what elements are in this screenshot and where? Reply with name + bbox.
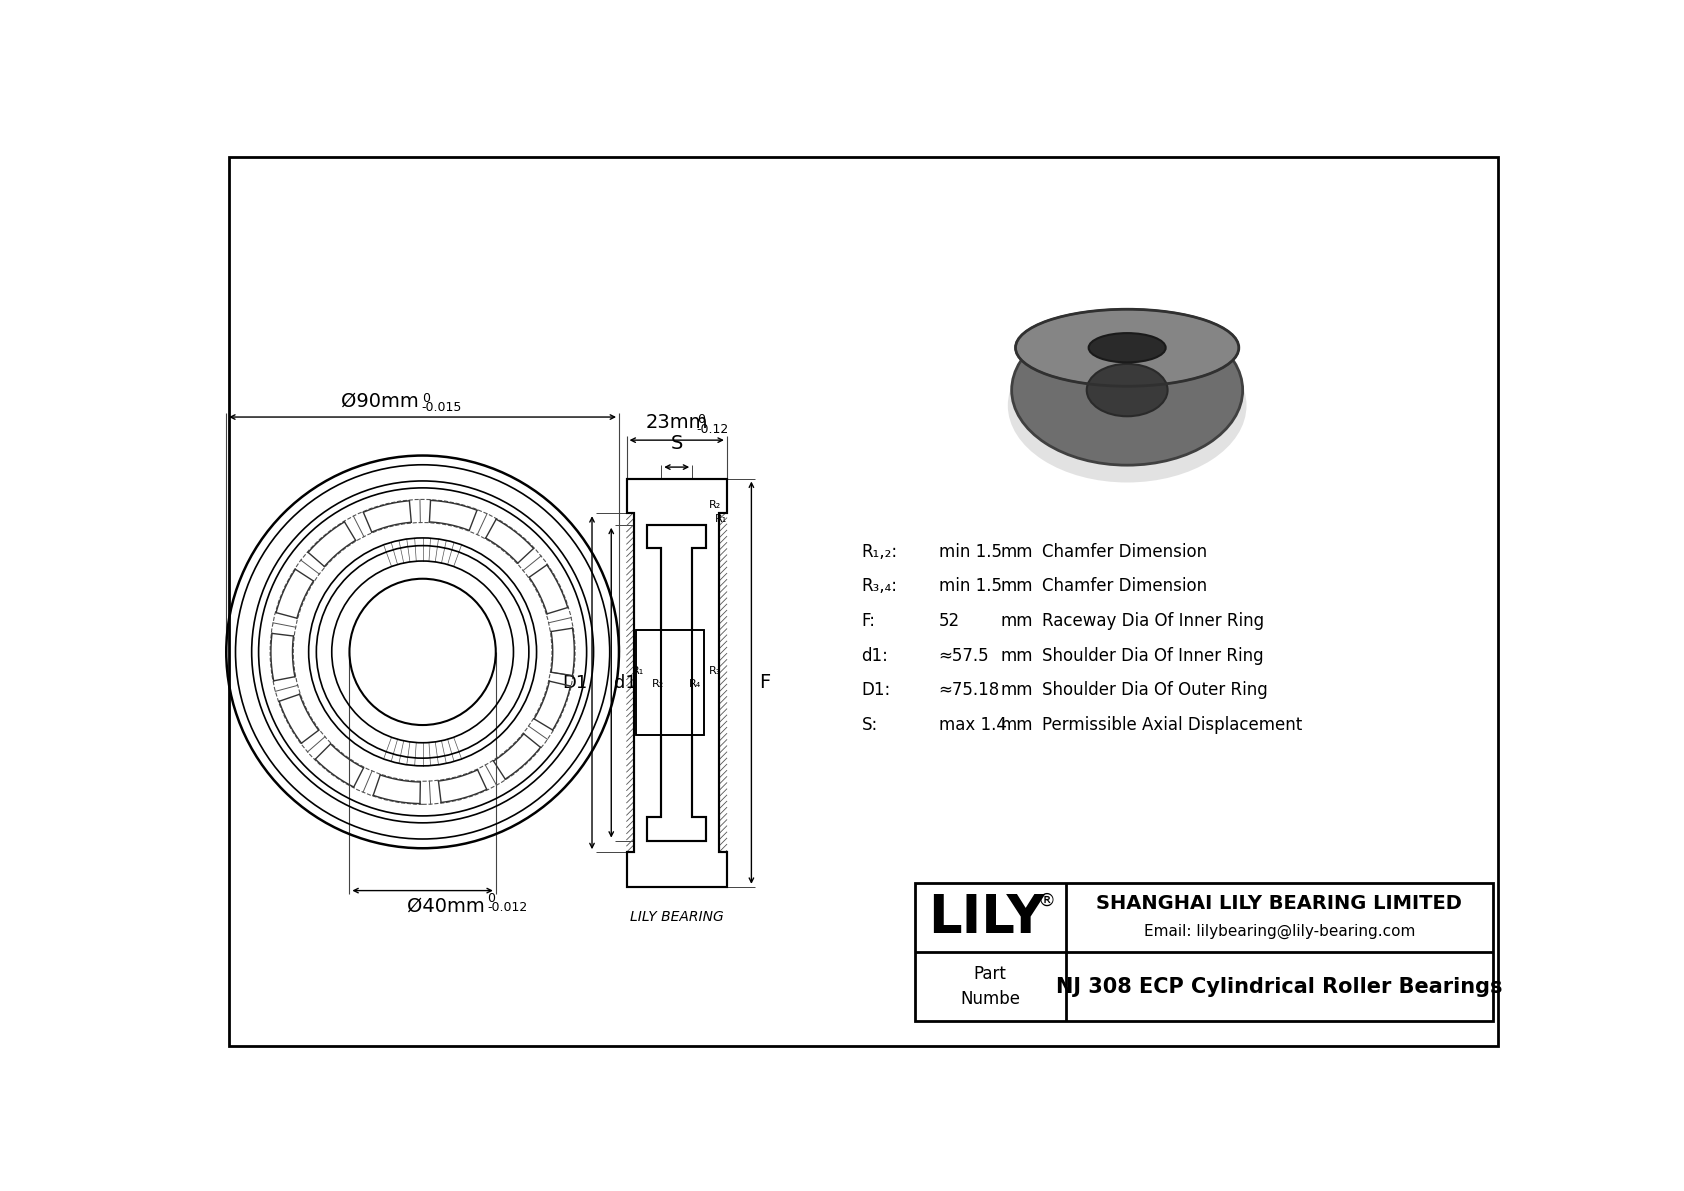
Text: -0.12: -0.12 [697, 423, 729, 436]
Text: SHANGHAI LILY BEARING LIMITED: SHANGHAI LILY BEARING LIMITED [1096, 894, 1462, 913]
Text: d1:: d1: [862, 647, 889, 665]
Bar [637, 630, 704, 735]
Text: R₁: R₁ [632, 666, 645, 676]
Text: R₁: R₁ [716, 515, 727, 524]
Text: -0.012: -0.012 [487, 902, 527, 915]
Text: LILY BEARING: LILY BEARING [630, 910, 724, 924]
Ellipse shape [1086, 364, 1167, 417]
Text: 23mm: 23mm [645, 413, 707, 432]
Text: 0: 0 [421, 392, 429, 405]
Ellipse shape [1012, 314, 1243, 466]
Text: LILY: LILY [928, 892, 1044, 943]
Text: Email: lilybearing@lily-bearing.com: Email: lilybearing@lily-bearing.com [1143, 924, 1415, 939]
Text: mm: mm [1000, 716, 1032, 734]
Text: ®: ® [1037, 892, 1056, 910]
Text: Raceway Dia Of Inner Ring: Raceway Dia Of Inner Ring [1042, 612, 1265, 630]
Text: mm: mm [1000, 543, 1032, 561]
Ellipse shape [1015, 310, 1239, 386]
Text: Chamfer Dimension: Chamfer Dimension [1042, 543, 1207, 561]
Text: Part
Numbe: Part Numbe [960, 966, 1021, 1009]
Text: F:: F: [862, 612, 876, 630]
Polygon shape [626, 479, 727, 887]
Text: Ø90mm: Ø90mm [342, 392, 419, 411]
Bar [916, 883, 1494, 1022]
Text: D1: D1 [562, 674, 588, 692]
Text: Ø40mm: Ø40mm [408, 897, 485, 916]
Text: R₄: R₄ [689, 679, 701, 690]
Text: R₂: R₂ [709, 500, 721, 510]
Text: 52: 52 [938, 612, 960, 630]
Text: max 1.4: max 1.4 [938, 716, 1007, 734]
Text: F: F [759, 673, 770, 692]
Text: mm: mm [1000, 578, 1032, 596]
Text: mm: mm [1000, 612, 1032, 630]
Text: min 1.5: min 1.5 [938, 578, 1002, 596]
Text: mm: mm [1000, 647, 1032, 665]
Text: ≈75.18: ≈75.18 [938, 681, 1000, 699]
Text: NJ 308 ECP Cylindrical Roller Bearings: NJ 308 ECP Cylindrical Roller Bearings [1056, 977, 1502, 997]
Text: -0.015: -0.015 [421, 401, 461, 414]
Text: R₃: R₃ [709, 666, 721, 676]
Text: Shoulder Dia Of Outer Ring: Shoulder Dia Of Outer Ring [1042, 681, 1268, 699]
Polygon shape [647, 525, 706, 841]
Text: 0: 0 [487, 892, 495, 905]
Bar [637, 630, 704, 735]
Text: S: S [670, 435, 684, 454]
Text: ≈57.5: ≈57.5 [938, 647, 989, 665]
Text: mm: mm [1000, 681, 1032, 699]
Ellipse shape [1088, 333, 1165, 362]
Text: Shoulder Dia Of Inner Ring: Shoulder Dia Of Inner Ring [1042, 647, 1265, 665]
Text: Chamfer Dimension: Chamfer Dimension [1042, 578, 1207, 596]
Text: Permissible Axial Displacement: Permissible Axial Displacement [1042, 716, 1303, 734]
Text: R₂: R₂ [652, 679, 663, 690]
Text: R₁,₂:: R₁,₂: [862, 543, 898, 561]
Text: d1: d1 [615, 674, 637, 692]
Text: D1:: D1: [862, 681, 891, 699]
Text: 0: 0 [697, 413, 704, 426]
Text: min 1.5: min 1.5 [938, 543, 1002, 561]
Ellipse shape [1007, 329, 1246, 482]
Text: R₃,₄:: R₃,₄: [862, 578, 898, 596]
Text: S:: S: [862, 716, 877, 734]
